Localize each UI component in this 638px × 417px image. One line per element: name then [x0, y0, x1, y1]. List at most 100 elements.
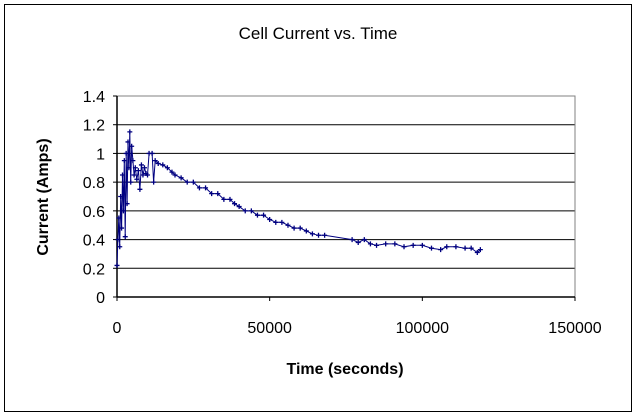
data-point-marker — [123, 150, 129, 156]
data-point-marker — [236, 204, 242, 210]
data-point-marker — [118, 194, 124, 199]
x-tick-label: 150000 — [548, 320, 601, 337]
data-point-marker — [126, 165, 132, 171]
data-point-marker — [124, 201, 130, 207]
data-point-marker — [383, 241, 389, 247]
data-point-marker — [254, 212, 260, 218]
y-tick-label: 0.6 — [83, 204, 105, 221]
data-point-marker — [453, 244, 459, 250]
data-point-marker — [138, 162, 144, 168]
data-point-marker — [203, 185, 209, 191]
data-point-marker — [145, 172, 151, 178]
data-point-marker — [438, 247, 444, 253]
data-point-marker — [115, 237, 121, 243]
chart-border — [4, 4, 632, 412]
data-point-marker — [130, 158, 136, 164]
data-point-marker — [428, 245, 434, 251]
data-point-marker — [152, 158, 158, 164]
data-point-marker — [149, 150, 155, 156]
data-point-marker — [135, 168, 141, 174]
data-point-marker — [279, 219, 285, 225]
data-point-marker — [232, 201, 238, 207]
data-point-marker — [242, 208, 248, 214]
data-point-marker — [316, 232, 322, 238]
data-point-marker — [221, 196, 227, 202]
x-tick-label: 100000 — [396, 320, 449, 337]
tick-labels: 0 0.2 0.4 0.6 0.8 1 1.2 1.4 0 50000 100000 150000 — [83, 89, 602, 337]
data-point-marker — [178, 175, 184, 181]
data-point-marker — [131, 172, 137, 178]
data-point-marker — [114, 262, 120, 268]
y-tick-label: 1.4 — [83, 89, 105, 106]
data-point-marker — [169, 169, 175, 175]
y-tick-label: 0.4 — [83, 233, 105, 250]
data-point-marker — [355, 239, 361, 245]
data-point-marker — [349, 237, 355, 243]
data-point-marker — [468, 245, 474, 251]
x-tick-label: 50000 — [247, 320, 292, 337]
data-point-marker — [474, 249, 480, 255]
data-point-marker — [160, 162, 166, 168]
y-tick-label: 0.2 — [83, 261, 105, 278]
data-point-marker — [477, 247, 483, 253]
data-point-marker — [267, 216, 273, 222]
data-point-marker — [444, 244, 450, 250]
y-tick-label: 0.8 — [83, 175, 105, 192]
data-point-marker — [140, 172, 146, 178]
data-point-marker — [116, 215, 122, 221]
data-point-marker — [215, 191, 221, 197]
y-tick-label: 1.2 — [83, 118, 105, 135]
data-point-marker — [374, 242, 380, 248]
x-axis-label: Time (seconds) — [286, 361, 403, 378]
data-point-marker — [322, 232, 328, 238]
data-point-marker — [128, 179, 134, 185]
data-point-marker — [121, 158, 127, 164]
data-point-marker — [196, 185, 202, 191]
data-point-marker — [164, 165, 170, 171]
data-point-marker — [117, 244, 123, 250]
data-point-marker — [151, 179, 157, 185]
axes — [113, 95, 576, 301]
y-axis-label: Current (Amps) — [35, 138, 52, 255]
data-point-marker — [248, 208, 254, 214]
data-point-marker — [227, 196, 233, 202]
data-point-marker — [137, 186, 143, 192]
data-point-marker — [125, 139, 131, 145]
data-point-marker — [261, 212, 267, 218]
data-point-marker — [297, 225, 303, 231]
data-point-marker — [119, 172, 125, 178]
data-point-marker — [462, 245, 468, 251]
data-point-marker — [120, 208, 126, 214]
data-point-marker — [132, 165, 138, 171]
y-tick-label: 1 — [96, 146, 105, 163]
data-point-marker — [367, 241, 373, 247]
data-point-marker — [419, 242, 425, 248]
data-point-marker — [184, 179, 190, 185]
data-point-marker — [209, 191, 215, 197]
data-point-marker — [141, 165, 147, 171]
data-point-marker — [410, 242, 416, 248]
data-point-marker — [127, 129, 133, 135]
data-point-marker — [190, 179, 196, 185]
data-point-marker — [401, 244, 407, 250]
data-point-marker — [119, 225, 125, 231]
data-series — [114, 129, 483, 268]
x-tick-label: 0 — [113, 320, 122, 337]
chart-title: Cell Current vs. Time — [239, 24, 398, 43]
data-point-marker — [361, 237, 367, 243]
data-point-marker — [392, 241, 398, 247]
data-point-marker — [129, 143, 135, 149]
data-point-marker — [303, 228, 309, 234]
data-point-marker — [134, 176, 140, 182]
y-tick-label: 0 — [96, 290, 105, 307]
data-point-marker — [291, 225, 297, 231]
data-point-marker — [122, 234, 128, 240]
series-line — [116, 131, 481, 266]
data-point-marker — [155, 160, 161, 166]
plot-area-border — [116, 95, 576, 298]
data-point-marker — [172, 172, 178, 178]
data-point-marker — [285, 222, 291, 228]
data-point-marker — [309, 231, 315, 237]
